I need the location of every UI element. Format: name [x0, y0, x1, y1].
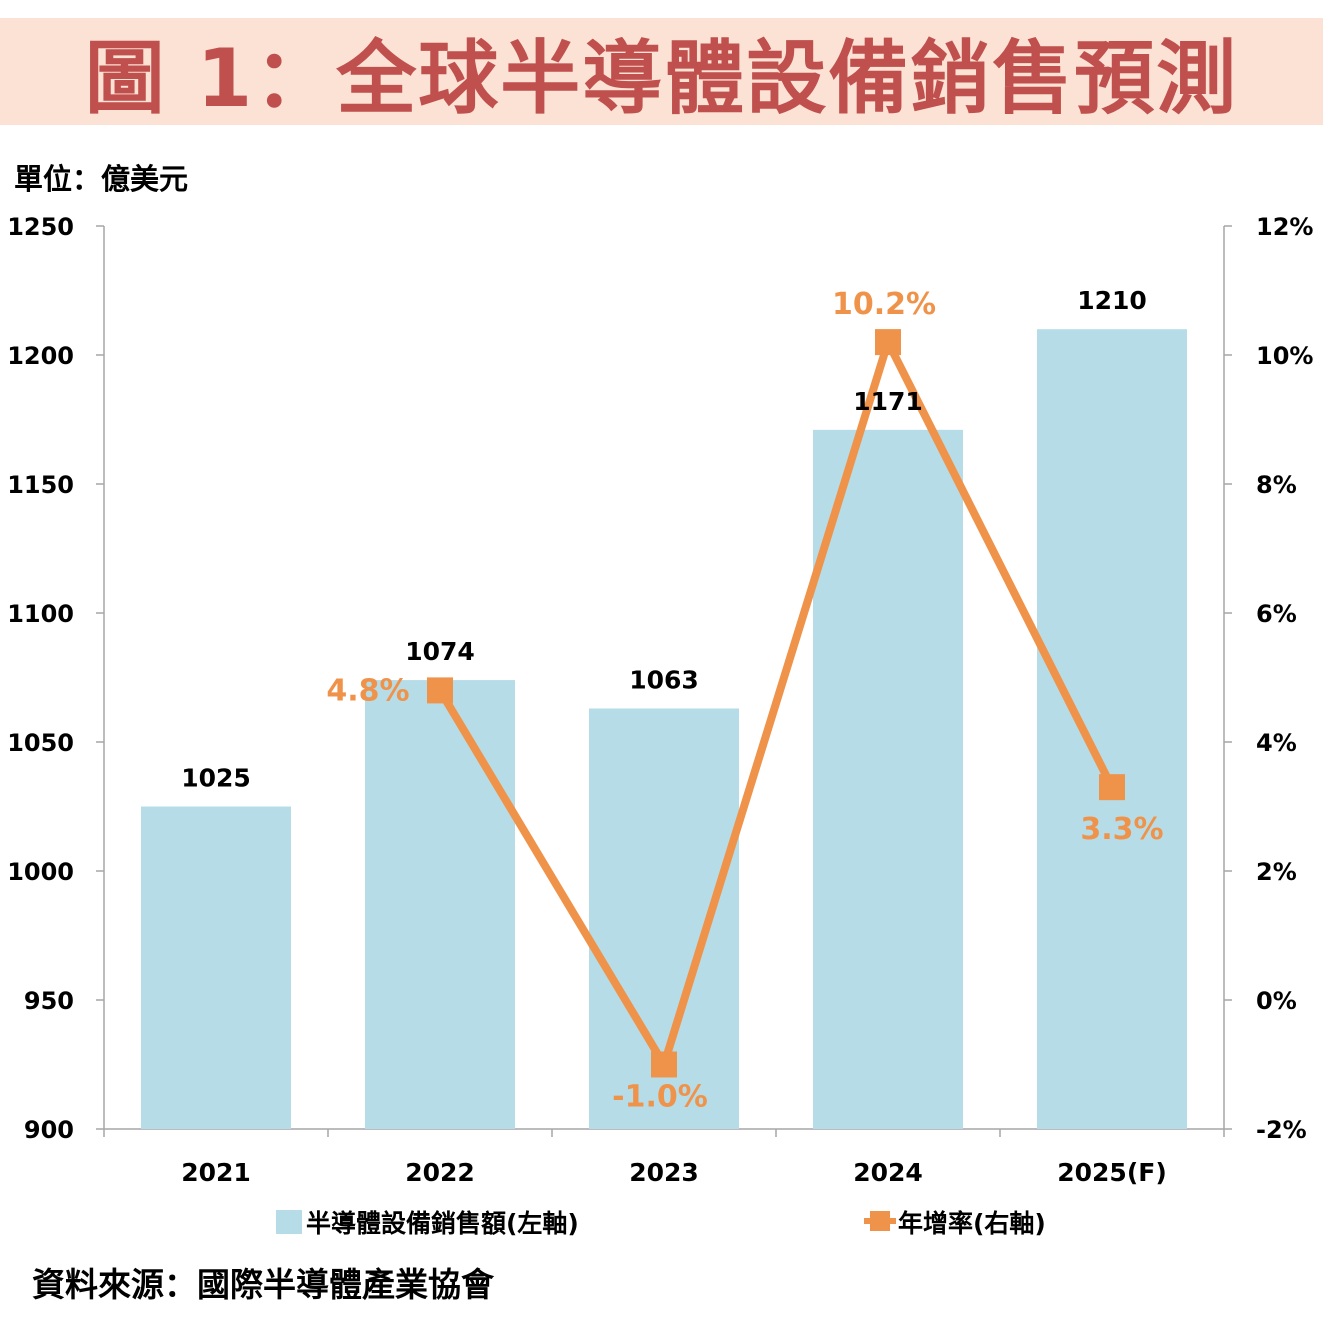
- left-axis-tick-label: 1150: [7, 471, 74, 499]
- growth-rate-marker: [651, 1051, 677, 1078]
- growth-rate-label: 10.2%: [832, 287, 936, 322]
- left-axis-tick-label: 1000: [7, 858, 74, 886]
- growth-rate-label: 3.3%: [1080, 812, 1163, 847]
- x-axis-category-label: 2024: [853, 1158, 923, 1187]
- bar-value-label: 1171: [853, 387, 923, 416]
- right-axis-tick-label: 0%: [1256, 987, 1297, 1015]
- growth-rate-marker: [875, 329, 901, 356]
- chart-title: 圖 1：全球半導體設備銷售預測: [84, 31, 1239, 125]
- bar-value-label: 1063: [629, 665, 699, 694]
- bar-2022: [365, 680, 515, 1129]
- right-axis-tick-label: 6%: [1256, 600, 1297, 628]
- right-axis-tick-label: 2%: [1256, 858, 1297, 886]
- x-axis-category-label: 2021: [181, 1158, 251, 1187]
- legend-line-label: 年增率(右軸): [898, 1209, 1046, 1238]
- unit-label: 單位：億美元: [14, 162, 189, 196]
- left-axis-tick-label: 1050: [7, 729, 74, 757]
- x-axis-category-label: 2023: [629, 1158, 699, 1187]
- right-axis-tick-label: -2%: [1256, 1116, 1307, 1144]
- growth-rate-label: -1.0%: [612, 1080, 708, 1115]
- x-axis-category-label: 2022: [405, 1158, 475, 1187]
- x-axis-category-label: 2025(F): [1057, 1158, 1167, 1187]
- bar-value-label: 1025: [181, 764, 251, 793]
- legend-bar-label: 半導體設備銷售額(左軸): [306, 1209, 579, 1238]
- bar-value-label: 1210: [1077, 286, 1147, 315]
- left-axis-tick-label: 900: [24, 1116, 74, 1144]
- right-axis-tick-label: 12%: [1256, 213, 1313, 241]
- growth-rate-line: [436, 331, 1116, 1075]
- legend-bar-swatch: [276, 1210, 302, 1234]
- left-axis-tick-label: 950: [24, 987, 74, 1015]
- growth-rate-marker: [1099, 774, 1125, 801]
- source-label: 資料來源：國際半導體產業協會: [32, 1265, 494, 1304]
- bar-2021: [141, 806, 291, 1129]
- bar-2025(F): [1037, 329, 1187, 1129]
- bar-2024: [813, 429, 963, 1129]
- left-axis-tick-label: 1250: [7, 213, 74, 241]
- right-axis-tick-label: 4%: [1256, 729, 1297, 757]
- left-axis-tick-label: 1200: [7, 342, 74, 370]
- legend-line-marker: [870, 1211, 890, 1231]
- left-axis-tick-label: 1100: [7, 600, 74, 628]
- growth-rate-marker: [427, 677, 453, 704]
- growth-rate-label: 4.8%: [326, 673, 409, 708]
- right-axis-tick-label: 8%: [1256, 471, 1297, 499]
- right-axis-tick-label: 10%: [1256, 342, 1313, 370]
- combo-chart: 900 950 1000 1050 1100 1150 1200 1250 -2% 0% 2% 4% 6…: [7, 213, 1313, 1238]
- bar-value-label: 1074: [405, 637, 475, 666]
- title-banner: 圖 1：全球半導體設備銷售預測: [0, 18, 1323, 125]
